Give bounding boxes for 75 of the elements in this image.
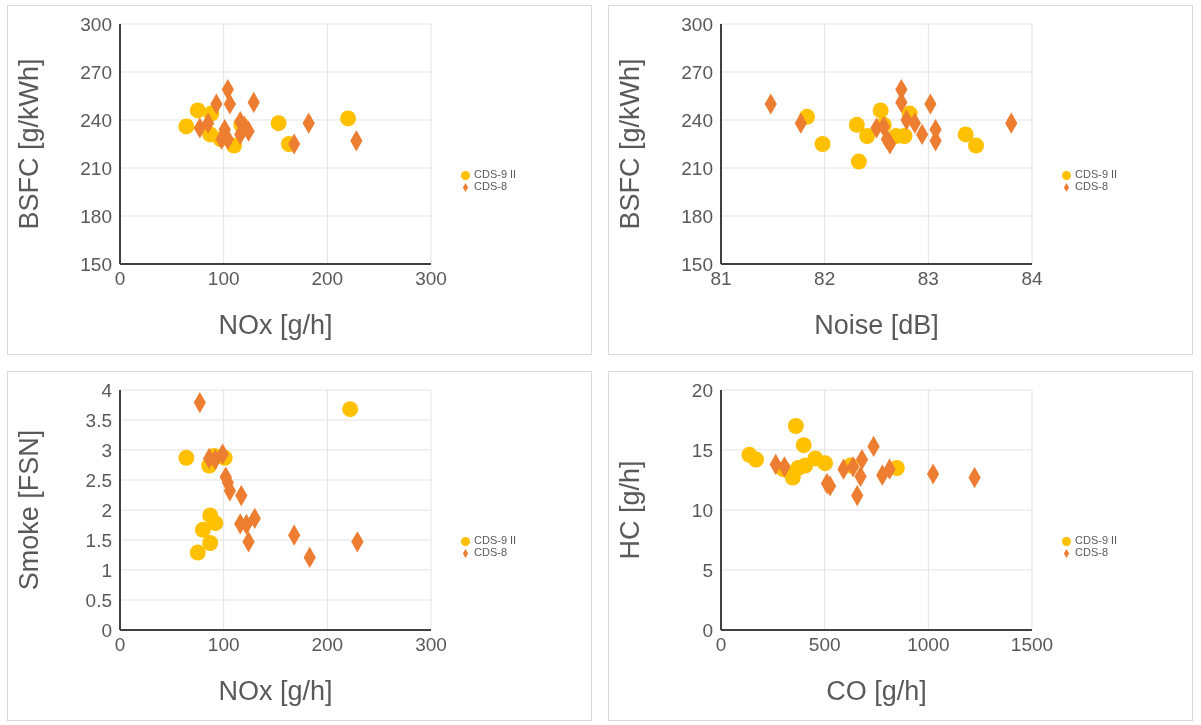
point [189, 544, 206, 561]
x-tick-label: 84 [1021, 268, 1043, 290]
y-tick-label: 2.5 [85, 469, 112, 491]
point [787, 418, 804, 434]
x-tick-label: 1000 [907, 634, 950, 656]
point [270, 115, 287, 132]
y-tick-label: 180 [80, 205, 112, 227]
y-tick-label: 10 [691, 499, 713, 521]
legend-label: CDS-8 [474, 180, 508, 192]
x-axis-title: NOx [g/h] [218, 310, 333, 340]
y-tick-label: 240 [681, 109, 713, 131]
point [814, 136, 831, 152]
y-tick-label: 150 [80, 253, 112, 275]
x-tick-label: 100 [207, 634, 240, 656]
y-tick-label: 300 [80, 13, 112, 35]
y-tick-label: 270 [681, 61, 713, 83]
point [178, 449, 195, 466]
point [342, 401, 359, 418]
y-tick-label: 15 [691, 439, 713, 461]
y-tick-label: 180 [681, 205, 713, 227]
y-tick-label: 0.5 [85, 589, 112, 611]
x-tick-label: 300 [415, 268, 447, 290]
point [795, 437, 812, 454]
legend-label: CDS-8 [1075, 180, 1109, 192]
point [202, 535, 219, 551]
legend-label: CDS-8 [474, 546, 508, 558]
y-axis-title: Smoke [FSN] [13, 429, 44, 591]
point [748, 451, 765, 468]
point [872, 102, 889, 119]
y-tick-label: 1.5 [85, 529, 112, 551]
legend-label: CDS-9 II [474, 534, 517, 546]
y-tick-label: 2 [101, 499, 112, 521]
legend-label: CDS-8 [1075, 546, 1109, 558]
point [850, 153, 867, 170]
point [968, 137, 984, 154]
x-tick-label: 300 [415, 634, 447, 656]
y-axis-title: HC [g/h] [614, 460, 645, 560]
y-tick-label: 300 [681, 13, 713, 35]
y-tick-label: 5 [702, 559, 713, 581]
y-tick-label: 4 [101, 379, 113, 401]
x-tick-label: 200 [311, 268, 344, 290]
point [817, 455, 834, 472]
y-tick-label: 150 [681, 253, 713, 275]
legend-label: CDS-9 II [1075, 168, 1118, 180]
point [340, 110, 357, 127]
x-tick-label: 1500 [1010, 634, 1054, 656]
x-tick-label: 83 [917, 268, 939, 290]
point [859, 128, 876, 144]
point [207, 515, 224, 532]
y-tick-label: 270 [80, 61, 112, 83]
x-tick-label: 500 [808, 634, 841, 656]
y-axis-title: BSFC [g/kWh] [13, 58, 44, 230]
y-tick-label: 0 [101, 619, 112, 641]
point [178, 118, 195, 135]
legend-label: CDS-9 II [474, 168, 517, 180]
y-tick-label: 0 [702, 619, 713, 641]
y-tick-label: 3 [101, 439, 112, 461]
x-tick-label: 100 [207, 268, 240, 290]
y-tick-label: 1 [101, 559, 112, 581]
x-axis-title: Noise [dB] [814, 310, 939, 340]
legend-label: CDS-9 II [1075, 534, 1118, 546]
y-tick-label: 3.5 [85, 409, 112, 431]
y-tick-label: 240 [80, 109, 112, 131]
y-tick-label: 20 [691, 379, 713, 401]
point [194, 521, 211, 538]
x-tick-label: 200 [311, 634, 344, 656]
x-tick-label: 82 [814, 268, 836, 290]
y-axis-title: BSFC [g/kWh] [614, 58, 645, 230]
x-axis-title: CO [g/h] [826, 676, 927, 706]
point [848, 116, 865, 133]
y-tick-label: 210 [681, 157, 713, 179]
y-tick-label: 210 [80, 157, 112, 179]
x-axis-title: NOx [g/h] [218, 676, 333, 706]
point [189, 102, 206, 119]
point [957, 126, 974, 143]
